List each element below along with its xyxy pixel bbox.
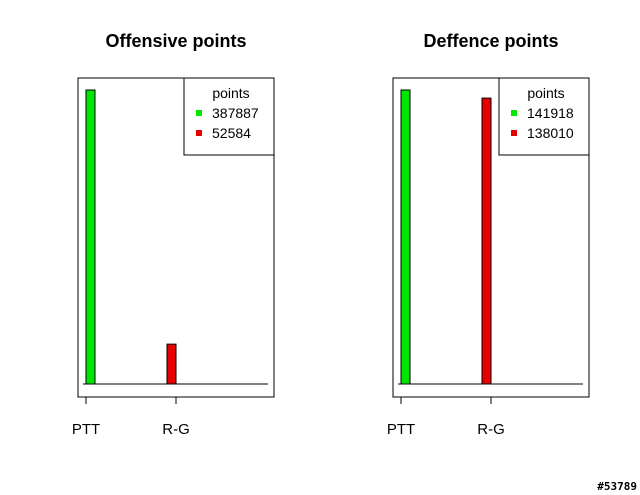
legend-entry-label: 141918 (527, 105, 574, 121)
x-tick-label: PTT (387, 421, 415, 438)
legend-swatch (511, 130, 517, 136)
x-tick-label: PTT (72, 421, 100, 438)
bar-ptt (85, 89, 96, 385)
corner-tag: #53789 (597, 480, 637, 493)
legend-entry-label: 387887 (212, 105, 259, 121)
legend-box (183, 77, 275, 156)
legend-entry-label: 138010 (527, 125, 574, 141)
legend-swatch (196, 110, 202, 116)
bar-r-g (166, 343, 177, 385)
legend-swatch (196, 130, 202, 136)
bar-r-g (481, 97, 492, 385)
legend-entry-label: 52584 (212, 125, 251, 141)
legend-box (498, 77, 590, 156)
chart-title: Offensive points (105, 31, 246, 51)
x-tick-label: R-G (477, 421, 505, 438)
chart-panel: Offensive points PTT R-G points 387887 52584 (72, 31, 275, 438)
x-tick-label: R-G (162, 421, 190, 438)
bar-ptt (400, 89, 411, 385)
legend-title: points (527, 85, 564, 101)
legend-title: points (212, 85, 249, 101)
legend-swatch (511, 110, 517, 116)
chart-panel: Deffence points PTT R-G points 141918 138010 (387, 31, 590, 438)
chart-title: Deffence points (423, 31, 558, 51)
